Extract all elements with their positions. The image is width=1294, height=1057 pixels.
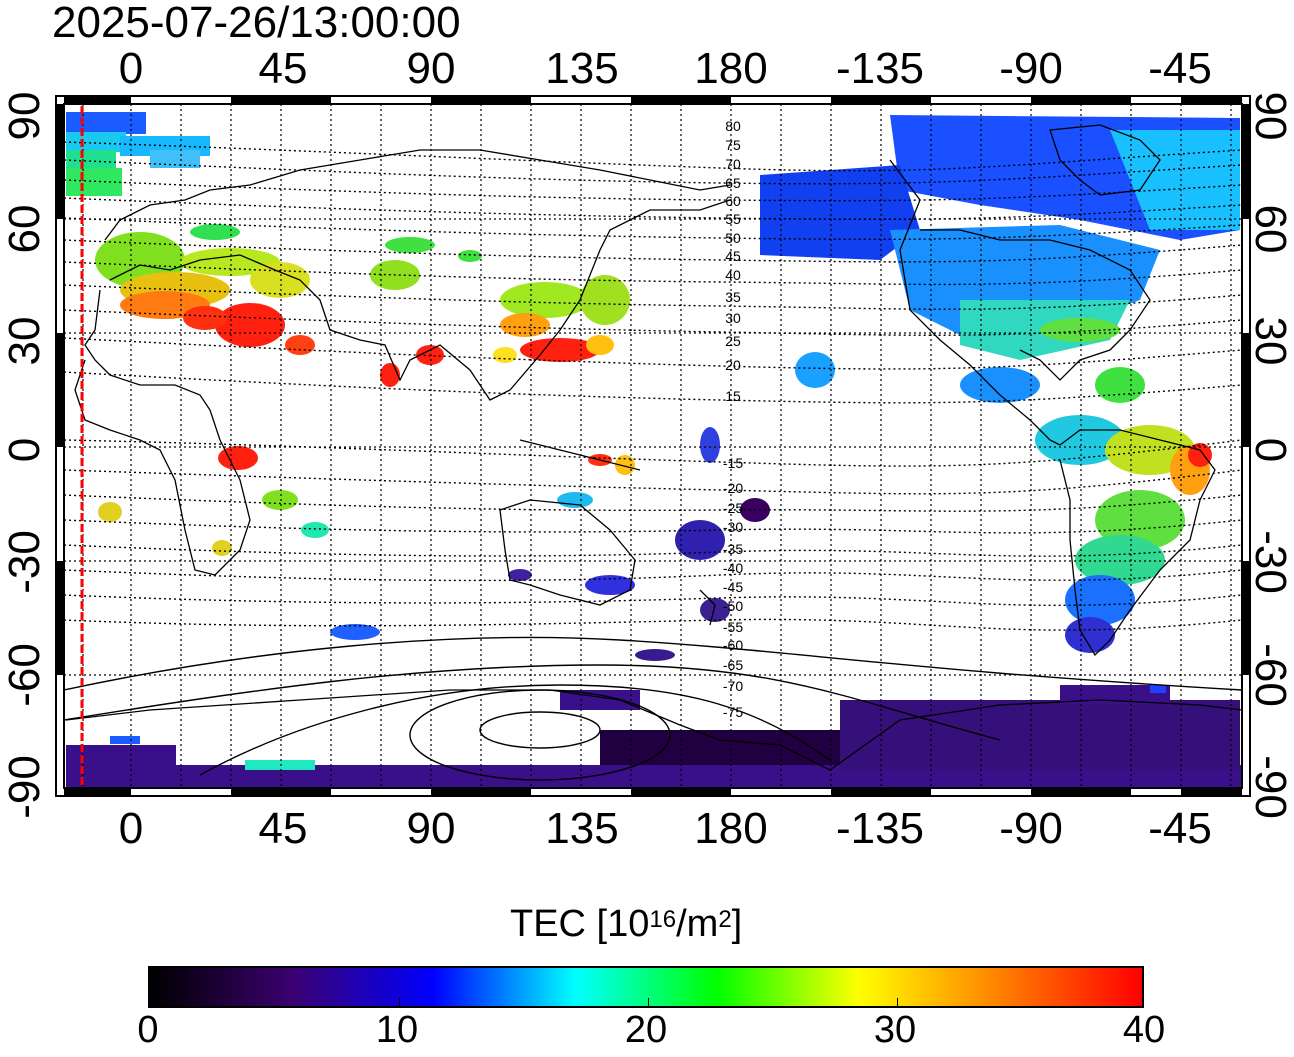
contour-label: 75 — [725, 137, 741, 153]
coastlines — [65, 124, 1243, 771]
contour-label: 55 — [725, 211, 741, 227]
contour-label: -30 — [723, 519, 743, 535]
contour-label: 20 — [725, 357, 741, 373]
tec-data-layer — [66, 112, 1242, 788]
tec-map: 80 75 70 65 60 55 50 45 40 35 30 25 20 1… — [55, 95, 1251, 797]
lon-tick-top: 180 — [694, 44, 768, 93]
colorbar-title-close: ] — [731, 903, 743, 945]
contour-label: 45 — [725, 248, 741, 264]
lon-tick-bottom: 180 — [694, 804, 768, 853]
lon-tick-bottom: -90 — [999, 804, 1063, 853]
colorbar-tick: 40 — [1122, 1009, 1166, 1051]
contour-label: 65 — [725, 175, 741, 191]
contour-label: -65 — [723, 657, 743, 673]
contour-label: 50 — [725, 230, 741, 246]
lon-tick-top: 135 — [545, 44, 619, 93]
contour-labels-north: 80 75 70 65 60 55 50 45 40 35 30 25 20 1… — [725, 118, 741, 404]
colorbar-title-main: TEC [10 — [510, 903, 650, 945]
map-timestamp: 2025-07-26/13:00:00 — [52, 0, 461, 47]
lon-tick-top: -45 — [1148, 44, 1212, 93]
lon-tick-bottom: 135 — [545, 804, 619, 853]
colorbar-tick: 30 — [873, 1009, 917, 1051]
lon-tick-top: -90 — [999, 44, 1063, 93]
lon-tick-top: 45 — [258, 44, 308, 93]
axis-scale-bars — [56, 96, 1250, 796]
contour-label: -45 — [723, 579, 743, 595]
contour-label: -40 — [723, 560, 743, 576]
lon-tick-top: 90 — [406, 44, 456, 93]
colorbar-title-exponent: 16 — [649, 906, 677, 933]
colorbar-title-unit: /m — [676, 903, 719, 945]
contour-label: -25 — [723, 500, 743, 516]
lon-tick-bottom: 90 — [406, 804, 456, 853]
contour-label: -55 — [723, 619, 743, 635]
contour-label: 70 — [725, 156, 741, 172]
contour-label: 30 — [725, 310, 741, 326]
contour-label: 40 — [725, 267, 741, 283]
contour-labels-south: -15 -20 -25 -30 -35 -40 -45 -50 -55 -60 … — [723, 455, 743, 720]
contour-label: 35 — [725, 289, 741, 305]
colorbar-tick: 10 — [375, 1009, 419, 1051]
lon-tick-bottom: 0 — [118, 804, 144, 853]
colorbar-tick: 20 — [624, 1009, 668, 1051]
colorbar-title-unit-exponent: 2 — [718, 906, 732, 933]
contour-label: -20 — [723, 480, 743, 496]
contour-label: -60 — [723, 637, 743, 653]
lon-tick-top: 0 — [118, 44, 144, 93]
contour-label: 60 — [725, 193, 741, 209]
colorbar-title: TEC [1016/m2] — [510, 902, 742, 946]
contour-label: -35 — [723, 541, 743, 557]
lon-tick-top: -135 — [835, 44, 925, 93]
colorbar — [148, 966, 1144, 1008]
contour-label: -50 — [723, 598, 743, 614]
contour-label: 80 — [725, 118, 741, 134]
contour-label: -15 — [723, 455, 743, 471]
contour-label: -70 — [723, 678, 743, 694]
contour-label: 15 — [725, 388, 741, 404]
lon-tick-bottom: -45 — [1148, 804, 1212, 853]
lon-tick-bottom: -135 — [835, 804, 925, 853]
colorbar-tick: 0 — [137, 1009, 159, 1051]
geomagnetic-contours — [64, 141, 1242, 631]
lon-tick-bottom: 45 — [258, 804, 308, 853]
contour-label: 25 — [725, 333, 741, 349]
contour-label: -75 — [723, 704, 743, 720]
